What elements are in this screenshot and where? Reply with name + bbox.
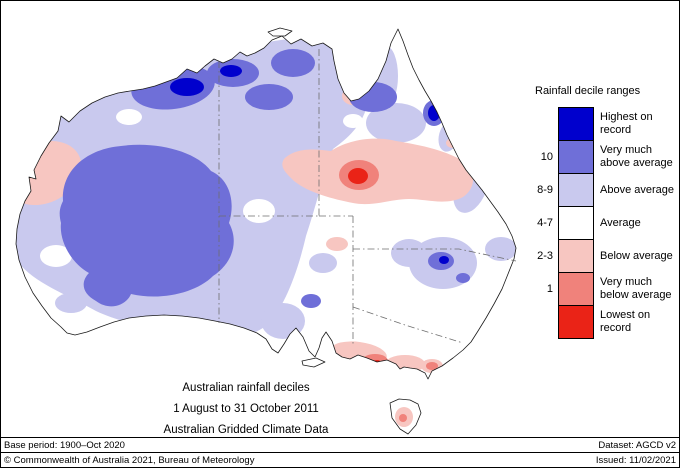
legend-swatch-very-much-above: [558, 140, 594, 174]
legend-range-label: 1: [546, 283, 553, 295]
caption-title: Australian rainfall deciles: [182, 382, 310, 394]
base-period-text: Base period: 1900–Oct 2020: [4, 439, 125, 451]
state-borders: [218, 49, 517, 345]
legend: Rainfall decile ranges Highest on record…: [529, 85, 679, 339]
dataset-text: Dataset: AGCD v2: [598, 439, 676, 451]
caption-period: 1 August to 31 October 2011: [173, 403, 319, 415]
legend-swatch-lowest: [558, 305, 594, 339]
legend-row-average: 4-7 Average: [529, 206, 679, 240]
legend-item-label: Very much below average: [600, 276, 672, 301]
footer-row-copyright: © Commonwealth of Australia 2021, Bureau…: [1, 452, 679, 467]
legend-swatch-highest: [558, 107, 594, 141]
legend-range-label: 2-3: [537, 250, 553, 262]
legend-item-label: Lowest on record: [600, 309, 651, 334]
legend-swatch-below: [558, 239, 594, 273]
australia-map: [15, 27, 517, 435]
legend-swatch-very-much-below: [558, 272, 594, 306]
legend-row-highest: Highest on record: [529, 107, 679, 141]
coastline: [15, 27, 517, 435]
regions-average-patches: [40, 109, 363, 267]
legend-row-lowest: Lowest on record: [529, 305, 679, 339]
legend-item-label: Average: [600, 216, 641, 229]
regions-very-much-above-average: [59, 49, 470, 308]
legend-row-very-much-below: 1 Very much below average: [529, 272, 679, 306]
decile-regions: [16, 37, 516, 427]
legend-item-label: Above average: [600, 183, 674, 196]
legend-item-label: Highest on record: [600, 111, 653, 136]
legend-range-label: 8-9: [537, 184, 553, 196]
legend-item-label: Very much above average: [600, 144, 673, 169]
legend-title: Rainfall decile ranges: [535, 85, 641, 97]
legend-row-above: 8-9 Above average: [529, 173, 679, 207]
legend-item-label: Below average: [600, 249, 673, 262]
legend-range-label: 10: [540, 151, 553, 163]
map-caption: Australian rainfall deciles 1 August to …: [121, 382, 371, 445]
legend-row-very-much-above: 10 Very much above average: [529, 140, 679, 174]
legend-swatch-average: [558, 206, 594, 240]
legend-range-label: 4-7: [537, 217, 553, 229]
copyright-text: © Commonwealth of Australia 2021, Bureau…: [4, 454, 255, 466]
legend-row-below: 2-3 Below average: [529, 239, 679, 273]
kangaroo-island: [302, 358, 325, 367]
regions-highest-on-record: [170, 65, 449, 264]
issued-text: Issued: 11/02/2021: [595, 454, 676, 466]
legend-swatch-above: [558, 173, 594, 207]
caption-dataset-name: Australian Gridded Climate Data: [163, 424, 329, 436]
footer-row-base-period: Base period: 1900–Oct 2020 Dataset: AGCD…: [1, 437, 679, 452]
